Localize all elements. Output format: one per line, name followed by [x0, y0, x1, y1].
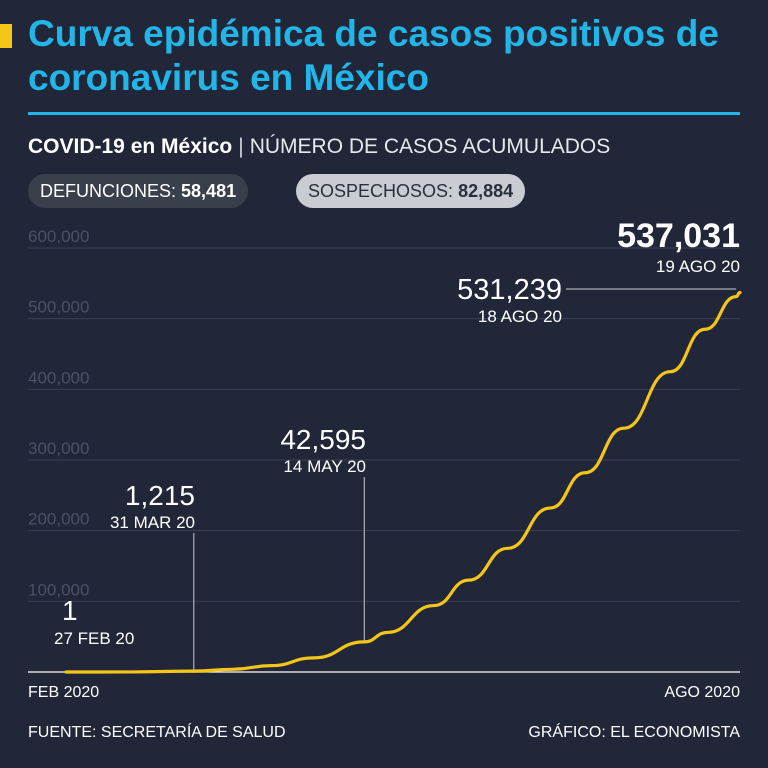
annotation-value: 1,215	[125, 480, 195, 511]
annotation-date: 31 MAR 20	[110, 513, 195, 532]
title-rule	[28, 112, 740, 115]
data-point	[432, 604, 436, 607]
y-tick-label: 500,000	[28, 298, 89, 317]
subtitle-rest: NÚMERO DE CASOS ACUMULADOS	[249, 135, 611, 158]
y-tick-label: 400,000	[28, 368, 89, 387]
data-point	[270, 664, 273, 667]
y-tick-label: 100,000	[28, 580, 89, 599]
suspects-value: 82,884	[458, 181, 514, 201]
annotation-value: 537,031	[617, 217, 740, 255]
data-point	[467, 578, 471, 582]
source-note: FUENTE: SECRETARÍA DE SALUD	[28, 724, 286, 741]
y-tick-label: 300,000	[28, 439, 89, 458]
deaths-badge: DEFUNCIONES: 58,481	[28, 174, 249, 208]
annotation-date: 27 FEB 20	[54, 629, 134, 648]
x-tick-label: AGO 2020	[664, 684, 740, 701]
data-point	[738, 291, 742, 294]
data-point	[363, 640, 366, 644]
data-point	[622, 427, 625, 430]
data-point	[506, 547, 509, 550]
x-tick-label: FEB 2020	[28, 684, 99, 701]
data-point	[231, 668, 234, 671]
page-title: Curva epidémica de casos positivos de co…	[28, 13, 719, 98]
data-point	[64, 670, 68, 674]
data-point	[669, 370, 672, 373]
data-point	[130, 670, 134, 674]
deaths-label: DEFUNCIONES:	[40, 181, 177, 201]
deaths-value: 58,481	[181, 181, 237, 201]
data-point	[734, 295, 738, 298]
data-point	[192, 669, 196, 673]
subtitle-bold: COVID-19 en México	[28, 135, 233, 158]
annotation-date: 14 MAY 20	[283, 457, 366, 476]
annotation-value: 531,239	[457, 274, 562, 306]
data-point	[386, 631, 389, 634]
chart-subtitle: COVID-19 en México | NÚMERO DE CASOS ACUMU…	[28, 134, 610, 160]
annotation-value: 1	[62, 595, 78, 626]
data-point	[583, 471, 587, 474]
y-tick-label: 200,000	[28, 510, 89, 529]
credit-note: GRÁFICO: EL ECONOMISTA	[528, 724, 740, 741]
annotation-value: 42,595	[280, 424, 366, 455]
data-point	[312, 656, 316, 660]
accent-bar	[0, 24, 12, 48]
annotation-date: 18 AGO 20	[478, 307, 562, 326]
suspects-badge: SOSPECHOSOS: 82,884	[296, 174, 526, 208]
data-point	[548, 506, 552, 510]
data-point	[703, 328, 707, 331]
subtitle-separator: |	[238, 135, 244, 158]
y-tick-label: 600,000	[28, 227, 89, 246]
suspects-label: SOSPECHOSOS:	[308, 181, 454, 201]
annotation-date: 19 AGO 20	[656, 257, 740, 276]
